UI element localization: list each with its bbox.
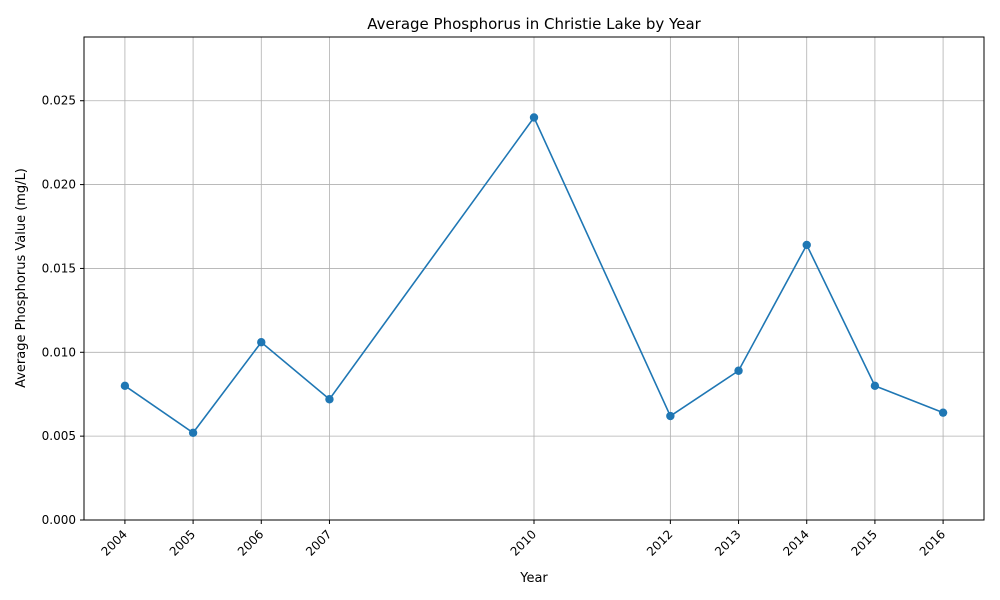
- y-tick-label: 0.020: [42, 178, 76, 192]
- data-point: [325, 395, 334, 404]
- data-point: [257, 338, 266, 347]
- x-tick-label: 2010: [508, 527, 539, 558]
- data-point: [870, 381, 880, 391]
- y-axis: 0.000 0.005 0.010 0.015 0.020 0.025: [42, 94, 84, 527]
- series-line: [124, 115, 944, 434]
- x-tick-label: 2014: [780, 527, 811, 558]
- data-point: [802, 240, 811, 250]
- y-tick-label: 0.025: [42, 94, 76, 108]
- data-point: [120, 381, 130, 391]
- x-tick-label: 2005: [167, 527, 198, 558]
- y-tick-label: 0.005: [42, 429, 76, 443]
- x-tick-label: 2007: [303, 527, 334, 558]
- x-tick-label: 2006: [235, 527, 266, 558]
- data-point: [734, 366, 743, 375]
- data-point: [938, 408, 948, 417]
- x-axis: 2004 2005 2006 2007 2010 2012 2013 2014 2015 2016: [99, 520, 948, 559]
- y-tick-label: 0.000: [42, 513, 76, 527]
- x-axis-label: Year: [519, 571, 548, 586]
- data-point: [529, 113, 539, 122]
- x-tick-label: 2004: [99, 527, 130, 558]
- y-axis-label: Average Phosphorus Value (mg/L): [14, 168, 29, 388]
- data-point: [188, 428, 198, 437]
- y-tick-label: 0.015: [42, 261, 76, 275]
- chart-title: Average Phosphorus in Christie Lake by Y…: [367, 15, 701, 33]
- y-tick-label: 0.010: [42, 345, 76, 359]
- x-tick-label: 2012: [644, 527, 675, 558]
- data-point: [666, 411, 675, 421]
- series-layer: [120, 113, 948, 437]
- x-tick-label: 2013: [712, 527, 743, 558]
- x-tick-label: 2016: [917, 527, 948, 558]
- grid: [84, 37, 984, 521]
- x-tick-label: 2015: [849, 527, 880, 558]
